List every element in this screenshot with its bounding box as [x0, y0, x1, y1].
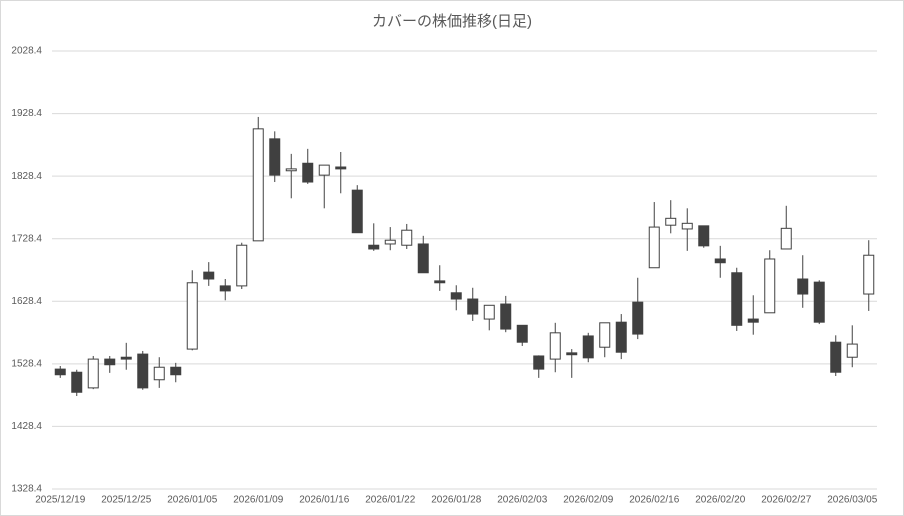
candle-body: [153, 366, 165, 381]
candle-body: [335, 166, 347, 170]
candle-body: [500, 303, 512, 330]
candle-body: [863, 254, 875, 295]
x-tick-label: 2026/02/03: [497, 495, 547, 506]
candle-body: [368, 244, 380, 250]
candle-body: [120, 356, 132, 360]
candle-body: [302, 162, 314, 183]
candle-body: [813, 281, 825, 323]
candle-body: [731, 272, 743, 326]
x-tick-label: 2026/03/05: [827, 495, 877, 506]
candle-body: [434, 280, 446, 284]
candle-body: [467, 298, 479, 315]
candle-body: [698, 225, 710, 247]
candle-body: [104, 358, 116, 366]
candle-body: [747, 318, 759, 323]
candle-body: [137, 353, 149, 389]
candle-body: [318, 164, 330, 176]
candle-body: [764, 258, 776, 314]
x-tick-label: 2026/01/09: [233, 495, 283, 506]
candle-body: [483, 304, 495, 320]
candle-body: [846, 343, 858, 358]
candle-body: [450, 292, 462, 300]
x-tick-label: 2026/02/09: [563, 495, 613, 506]
candle-body: [401, 229, 413, 246]
x-tick-label: 2026/01/16: [299, 495, 349, 506]
x-tick-label: 2026/02/16: [629, 495, 679, 506]
candle-body: [285, 168, 297, 172]
x-tick-label: 2025/12/19: [35, 495, 85, 506]
candle-body: [71, 371, 83, 393]
candle-body: [533, 355, 545, 370]
y-tick-label: 1628.4: [11, 296, 42, 307]
x-tick-label: 2026/01/28: [431, 495, 481, 506]
y-tick-label: 1728.4: [11, 233, 42, 244]
candle-body: [417, 243, 429, 274]
candle-body: [632, 301, 644, 335]
candle-body: [236, 244, 248, 287]
x-tick-label: 2026/01/05: [167, 495, 217, 506]
candle-body: [615, 321, 627, 353]
candle-body: [516, 324, 528, 343]
candle-body: [549, 332, 561, 360]
candle-body: [681, 222, 693, 230]
candle-body: [780, 227, 792, 250]
y-tick-label: 1428.4: [11, 421, 42, 432]
x-tick-label: 2026/01/22: [365, 495, 415, 506]
x-tick-label: 2026/02/27: [761, 495, 811, 506]
y-tick-label: 1528.4: [11, 358, 42, 369]
candle-body: [582, 335, 594, 359]
candle-body: [714, 258, 726, 264]
y-tick-label: 1328.4: [11, 484, 42, 495]
x-tick-label: 2026/02/20: [695, 495, 745, 506]
candle-body: [170, 366, 182, 376]
candle-body: [797, 278, 809, 295]
candle-body: [186, 282, 198, 350]
y-tick-label: 1828.4: [11, 171, 42, 182]
candle-body: [599, 322, 611, 348]
candle-body: [219, 285, 231, 292]
candle-body: [384, 239, 396, 245]
candle-body: [665, 217, 677, 226]
candle-body: [54, 368, 66, 376]
chart-title: カバーの株価推移(日足): [372, 13, 532, 30]
candle-body: [648, 226, 660, 269]
x-tick-label: 2025/12/25: [101, 495, 151, 506]
y-tick-label: 2028.4: [11, 46, 42, 57]
y-tick-label: 1928.4: [11, 108, 42, 119]
candle-body: [566, 352, 578, 356]
candle-body: [269, 138, 281, 176]
candle-body: [351, 189, 363, 234]
candle-body: [203, 271, 215, 280]
candle-body: [252, 128, 264, 242]
candle-body: [87, 358, 99, 389]
candle-body: [830, 341, 842, 373]
